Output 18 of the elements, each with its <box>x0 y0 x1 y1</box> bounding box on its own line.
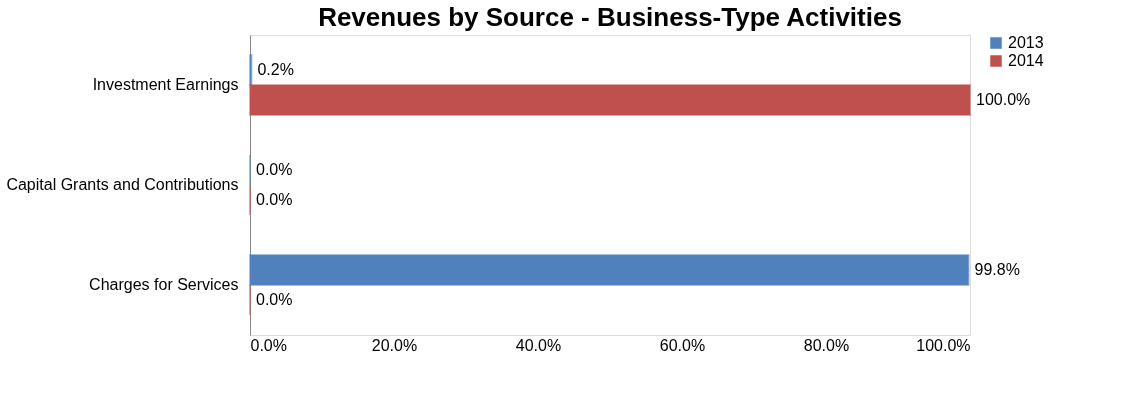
data-label: 0.0% <box>256 291 293 308</box>
data-label: 0.0% <box>256 161 293 178</box>
data-label: 0.2% <box>257 61 294 78</box>
x-tick-label: 100.0% <box>916 336 971 354</box>
x-tick-label: 0.0% <box>250 336 287 354</box>
chart-title: Revenues by Source - Business-Type Activities <box>318 2 902 32</box>
x-tick-label: 20.0% <box>371 336 418 354</box>
y-tick-label: Charges for Services <box>89 276 239 293</box>
data-label: 0.0% <box>256 191 293 208</box>
legend-label: 2013 <box>1008 34 1044 51</box>
y-tick-label: Investment Earnings <box>92 76 239 93</box>
legend-label: 2014 <box>1008 52 1044 69</box>
x-tick-label: 40.0% <box>515 336 562 354</box>
data-label: 100.0% <box>976 91 1031 108</box>
x-tick-label: 80.0% <box>803 336 850 354</box>
y-tick-label: Capital Grants and Contributions <box>6 176 239 193</box>
x-tick-label: 60.0% <box>659 336 706 354</box>
data-label: 99.8% <box>974 261 1020 278</box>
